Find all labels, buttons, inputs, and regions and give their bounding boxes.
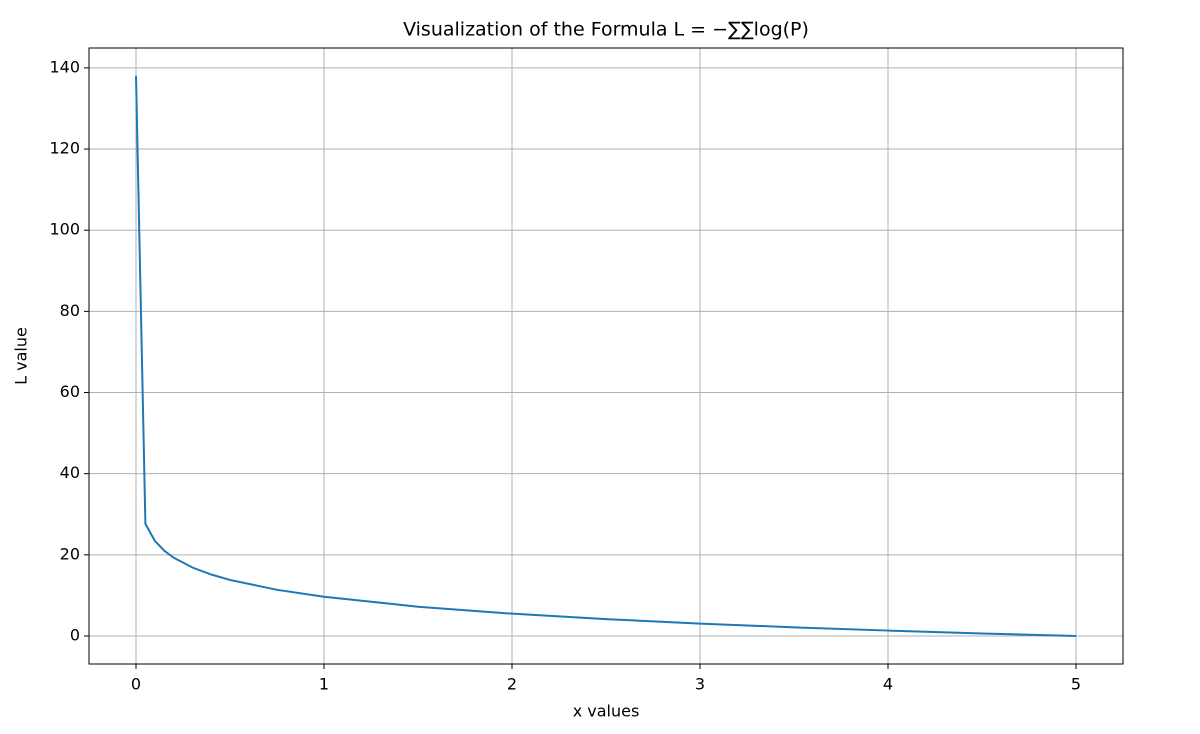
x-axis-label: x values (573, 702, 640, 721)
x-tick-label: 4 (883, 675, 893, 694)
y-tick-label: 60 (60, 382, 80, 401)
y-tick-label: 100 (49, 220, 80, 239)
y-axis-label: L value (12, 327, 31, 385)
y-tick-label: 20 (60, 544, 80, 563)
x-tick-label: 0 (131, 675, 141, 694)
x-tick-label: 2 (507, 675, 517, 694)
y-tick-label: 80 (60, 301, 80, 320)
y-tick-label: 140 (49, 57, 80, 76)
y-tick-label: 40 (60, 463, 80, 482)
x-tick-label: 1 (319, 675, 329, 694)
y-tick-label: 120 (49, 139, 80, 158)
x-tick-label: 3 (695, 675, 705, 694)
line-series (135, 75, 1077, 637)
x-tick-label: 5 (1071, 675, 1081, 694)
chart-title: Visualization of the Formula L = −∑∑log(… (403, 19, 809, 41)
plot-frame (88, 47, 1124, 665)
y-tick-label: 0 (70, 626, 80, 645)
